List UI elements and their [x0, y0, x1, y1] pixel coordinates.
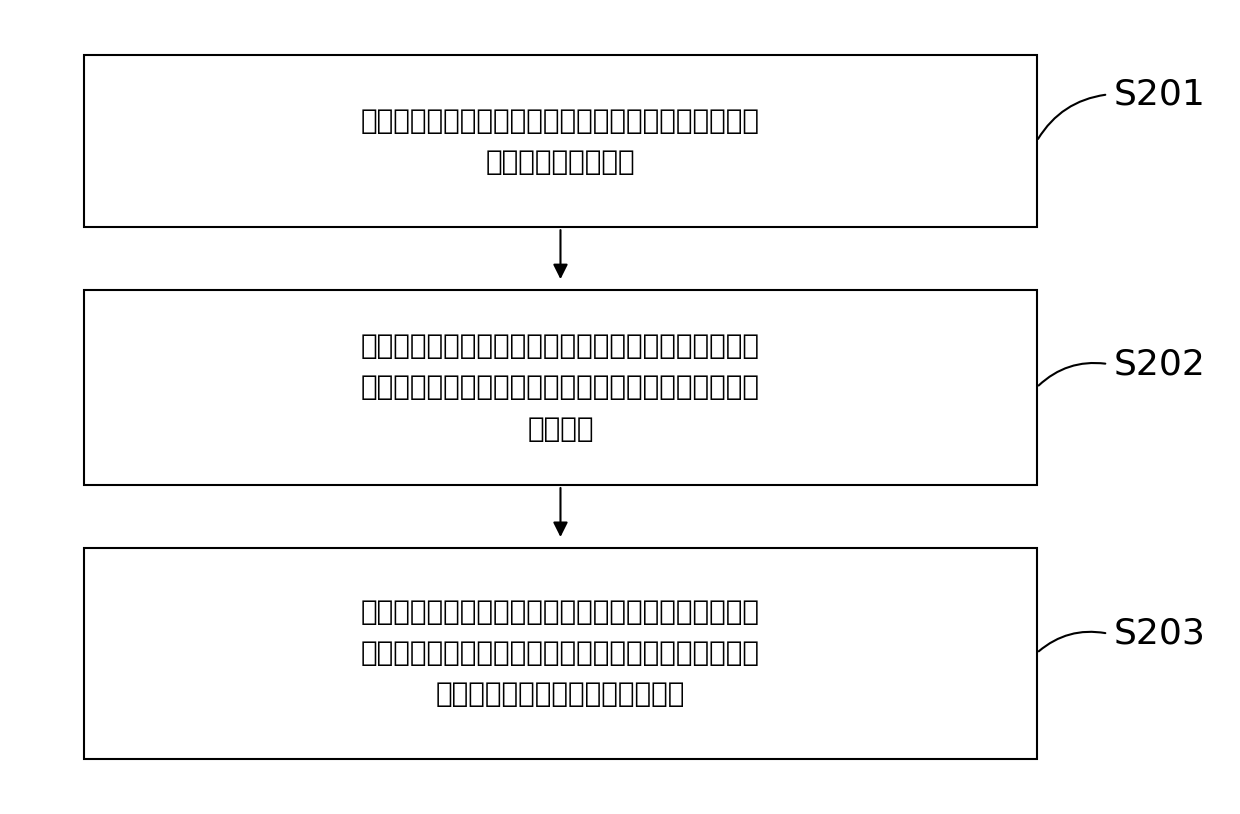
- FancyBboxPatch shape: [84, 548, 1037, 759]
- Text: S202: S202: [1114, 347, 1205, 381]
- Text: 根据太阳能电池片的效率和预先设定的多个效率区间对
每个第一太阳能电池片组内的多个太阳能电池片进行分
组，得到多个第二太阳能电池片组: 根据太阳能电池片的效率和预先设定的多个效率区间对 每个第一太阳能电池片组内的多个…: [361, 598, 760, 708]
- FancyBboxPatch shape: [84, 290, 1037, 485]
- Text: S203: S203: [1114, 617, 1205, 650]
- Text: S201: S201: [1114, 77, 1205, 112]
- FancyBboxPatch shape: [84, 55, 1037, 227]
- Text: 根据太阳能电池片的工作电流和预先设定的多个电流区
间对多个太阳能电池片进行分组，得到多个第一太阳能
电池片组: 根据太阳能电池片的工作电流和预先设定的多个电流区 间对多个太阳能电池片进行分组，…: [361, 332, 760, 443]
- Text: 对太阳能电池片进行电性能测试，得到每个太阳能电池
片的效率和工作电流: 对太阳能电池片进行电性能测试，得到每个太阳能电池 片的效率和工作电流: [361, 107, 760, 176]
